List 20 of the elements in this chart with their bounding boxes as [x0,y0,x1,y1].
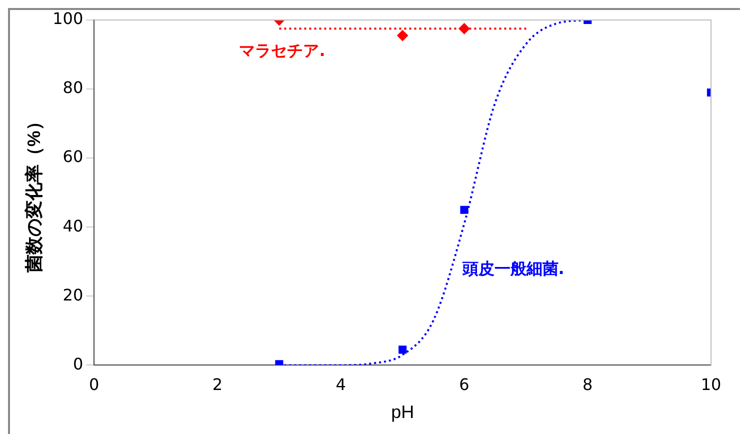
y-tick-label: 20 [62,285,84,304]
point [460,206,468,214]
x-tick-label: 8 [582,374,593,394]
point [398,346,407,354]
point [397,30,408,42]
series-label: マラセチア. [239,41,326,60]
y-tick-label: 100 [52,9,84,28]
y-tick-label: 40 [62,216,84,236]
x-axis-title: pH [391,402,414,422]
y-tick-label: 60 [62,147,84,166]
x-tick-label: 10 [700,374,722,394]
y-tick-label: 0 [72,354,84,374]
point [458,23,470,34]
x-tick-label: 2 [212,374,223,394]
x-tick-label: 6 [459,374,470,394]
y-tick-label: 80 [62,78,84,98]
x-tick-label: 4 [336,374,346,394]
y-axis-title: 菌数の変化率（%） [24,112,44,274]
text: 頭皮一般細菌. [461,259,564,278]
x-tick-label: 0 [89,374,100,394]
